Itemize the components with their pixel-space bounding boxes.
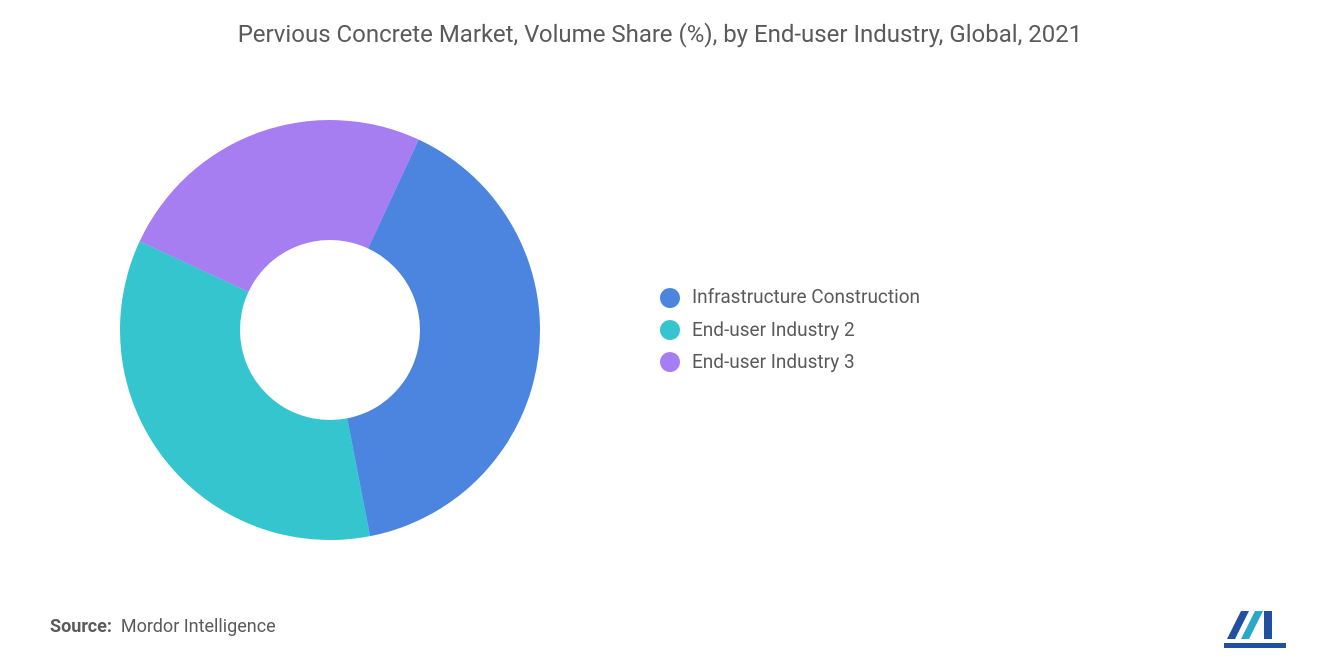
legend-label: Infrastructure Construction bbox=[692, 282, 920, 312]
donut-container bbox=[0, 110, 660, 550]
chart-title: Pervious Concrete Market, Volume Share (… bbox=[0, 0, 1320, 50]
legend: Infrastructure ConstructionEnd-user Indu… bbox=[660, 280, 920, 379]
brand-logo-icon bbox=[1224, 609, 1286, 649]
chart-row: Infrastructure ConstructionEnd-user Indu… bbox=[0, 110, 1320, 550]
donut-hole bbox=[240, 240, 420, 420]
legend-label: End-user Industry 2 bbox=[692, 315, 855, 345]
legend-swatch-icon bbox=[660, 352, 680, 372]
legend-swatch-icon bbox=[660, 288, 680, 308]
source-text: Mordor Intelligence bbox=[121, 616, 276, 637]
legend-label: End-user Industry 3 bbox=[692, 347, 855, 377]
source-prefix: Source: bbox=[50, 616, 112, 637]
source-attribution: Source: Mordor Intelligence bbox=[50, 616, 276, 637]
legend-item: End-user Industry 2 bbox=[660, 315, 920, 345]
legend-item: Infrastructure Construction bbox=[660, 282, 920, 312]
donut-chart bbox=[110, 110, 550, 550]
legend-item: End-user Industry 3 bbox=[660, 347, 920, 377]
legend-swatch-icon bbox=[660, 320, 680, 340]
